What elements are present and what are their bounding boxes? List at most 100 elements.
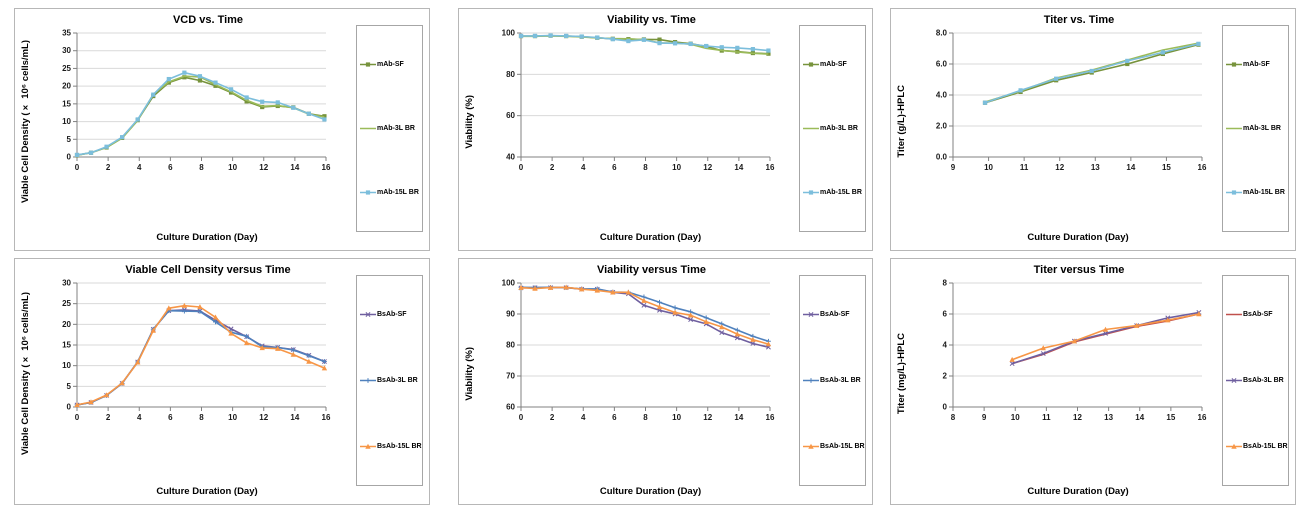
svg-text:90: 90	[506, 310, 515, 319]
legend-item: BsAb-15L BR	[803, 442, 865, 451]
legend-box: BsAb-SF BsAb-3L BR BsAb-15L BR	[799, 275, 866, 486]
series-marker-icon	[360, 378, 376, 383]
legend-item: mAb-SF	[1226, 60, 1287, 69]
svg-text:16: 16	[1198, 163, 1207, 172]
y-axis-label: Viable Cell Density (× 10⁶ cells/mL)	[19, 39, 31, 204]
series-marker-icon	[1226, 443, 1242, 449]
series-marker-icon	[360, 62, 376, 67]
legend-item: mAb-3L BR	[803, 124, 864, 133]
svg-text:0: 0	[519, 163, 524, 172]
svg-text:8: 8	[199, 413, 204, 422]
chart-panel-mab-viability: Viability vs. Time Viability (%) 40 60 80 1…	[458, 8, 873, 251]
svg-text:4: 4	[943, 341, 948, 350]
svg-text:9: 9	[982, 413, 987, 422]
svg-text:8.0: 8.0	[936, 29, 948, 38]
legend-item: mAb-SF	[803, 60, 864, 69]
legend-item: mAb-15L BR	[1226, 188, 1287, 197]
svg-text:13: 13	[1091, 163, 1100, 172]
svg-text:2: 2	[106, 413, 111, 422]
plot-area: 0.0 2.0 4.0 6.0 8.0 9 10 11 12 13 14 15 16	[936, 29, 1207, 173]
svg-text:10: 10	[62, 117, 71, 126]
chart-title: Viability vs. Time	[607, 14, 696, 26]
svg-text:8: 8	[643, 163, 648, 172]
svg-text:5: 5	[67, 135, 72, 144]
legend-label: mAb-15L BR	[377, 189, 419, 197]
svg-text:10: 10	[672, 163, 681, 172]
legend-label: BsAb-15L BR	[820, 442, 865, 450]
svg-text:5: 5	[67, 382, 72, 391]
plot-area: 0 5 10 15 20 25 30 0 2 4 6 8 10 12 14 16	[62, 279, 331, 423]
chart-title: Viable Cell Density versus Time	[125, 264, 291, 276]
svg-text:0.0: 0.0	[936, 153, 948, 162]
y-axis-label: Viability (%)	[463, 94, 475, 149]
svg-text:60: 60	[506, 111, 515, 120]
svg-text:12: 12	[259, 413, 268, 422]
svg-text:14: 14	[734, 163, 743, 172]
legend-item: BsAb-3L BR	[803, 376, 864, 385]
chart-panel-mab-vcd: VCD vs. Time Viable Cell Density (× 10⁶ …	[14, 8, 430, 251]
svg-text:6.0: 6.0	[936, 60, 948, 69]
svg-text:11: 11	[1020, 163, 1029, 172]
svg-text:12: 12	[703, 413, 712, 422]
series-marker-icon	[803, 378, 819, 383]
svg-text:14: 14	[290, 163, 299, 172]
legend-box: mAb-SF mAb-3L BR mAb-15L BR	[1222, 25, 1289, 232]
plot-area: 0 5 10 15 20 25 30 35 0 2 4 6 8 10 12 14 16	[62, 29, 331, 173]
svg-text:20: 20	[62, 82, 71, 91]
y-axis-label: Viable Cell Density (× 10⁶ cells/mL)	[19, 291, 31, 456]
legend-label: mAb-15L BR	[1243, 189, 1285, 197]
legend-item: mAb-3L BR	[360, 124, 421, 133]
legend-box: mAb-SF mAb-3L BR mAb-15L BR	[356, 25, 423, 232]
legend-label: BsAb-3L BR	[820, 376, 861, 384]
svg-text:16: 16	[322, 413, 331, 422]
svg-text:16: 16	[766, 413, 775, 422]
plot-area: 0 2 4 6 8 8 9 10 11 12 13 14 15 16	[943, 279, 1207, 423]
legend-label: BsAb-SF	[1243, 311, 1273, 319]
svg-text:4: 4	[137, 413, 142, 422]
legend-label: BsAb-3L BR	[1243, 376, 1284, 384]
svg-text:70: 70	[506, 372, 515, 381]
legend-item: mAb-3L BR	[1226, 124, 1287, 133]
svg-text:4: 4	[137, 163, 142, 172]
x-axis-label: Culture Duration (Day)	[156, 486, 258, 497]
legend-label: mAb-SF	[1243, 60, 1270, 68]
svg-text:12: 12	[1073, 413, 1082, 422]
svg-text:10: 10	[984, 163, 993, 172]
x-axis-label: Culture Duration (Day)	[156, 232, 258, 243]
svg-text:2.0: 2.0	[936, 122, 948, 131]
series-marker-icon	[1226, 62, 1242, 67]
plot-area: 60 70 80 90 100 0 2 4 6 8 10 12 14 16	[502, 279, 775, 423]
series-marker-icon	[803, 127, 819, 130]
legend-item: BsAb-15L BR	[360, 442, 422, 451]
x-axis-label: Culture Duration (Day)	[1027, 486, 1129, 497]
legend-label: mAb-15L BR	[820, 189, 862, 197]
svg-text:25: 25	[62, 64, 71, 73]
svg-text:60: 60	[506, 403, 515, 412]
svg-text:35: 35	[62, 29, 71, 38]
svg-text:30: 30	[62, 46, 71, 55]
svg-text:4: 4	[581, 163, 586, 172]
series-marker-icon	[1226, 127, 1242, 130]
legend-label: BsAb-SF	[820, 311, 850, 319]
svg-text:100: 100	[502, 29, 516, 38]
svg-text:0: 0	[75, 413, 80, 422]
chart-title: Viability versus Time	[596, 264, 707, 276]
x-axis-label: Culture Duration (Day)	[1027, 232, 1129, 243]
legend-label: BsAb-15L BR	[377, 442, 422, 450]
svg-text:40: 40	[506, 153, 515, 162]
legend-label: mAb-SF	[377, 60, 404, 68]
series-marker-icon	[360, 127, 376, 130]
legend-box: BsAb-SF BsAb-3L BR BsAb-15L BR	[1222, 275, 1289, 486]
legend-label: BsAb-15L BR	[1243, 442, 1288, 450]
svg-text:14: 14	[1126, 163, 1135, 172]
svg-text:2: 2	[106, 163, 111, 172]
svg-text:14: 14	[290, 413, 299, 422]
series-marker-icon	[360, 312, 376, 318]
svg-text:6: 6	[612, 163, 617, 172]
svg-text:0: 0	[943, 403, 948, 412]
svg-text:12: 12	[1055, 163, 1064, 172]
svg-text:25: 25	[62, 299, 71, 308]
svg-text:14: 14	[1135, 413, 1144, 422]
legend-label: BsAb-3L BR	[377, 376, 418, 384]
